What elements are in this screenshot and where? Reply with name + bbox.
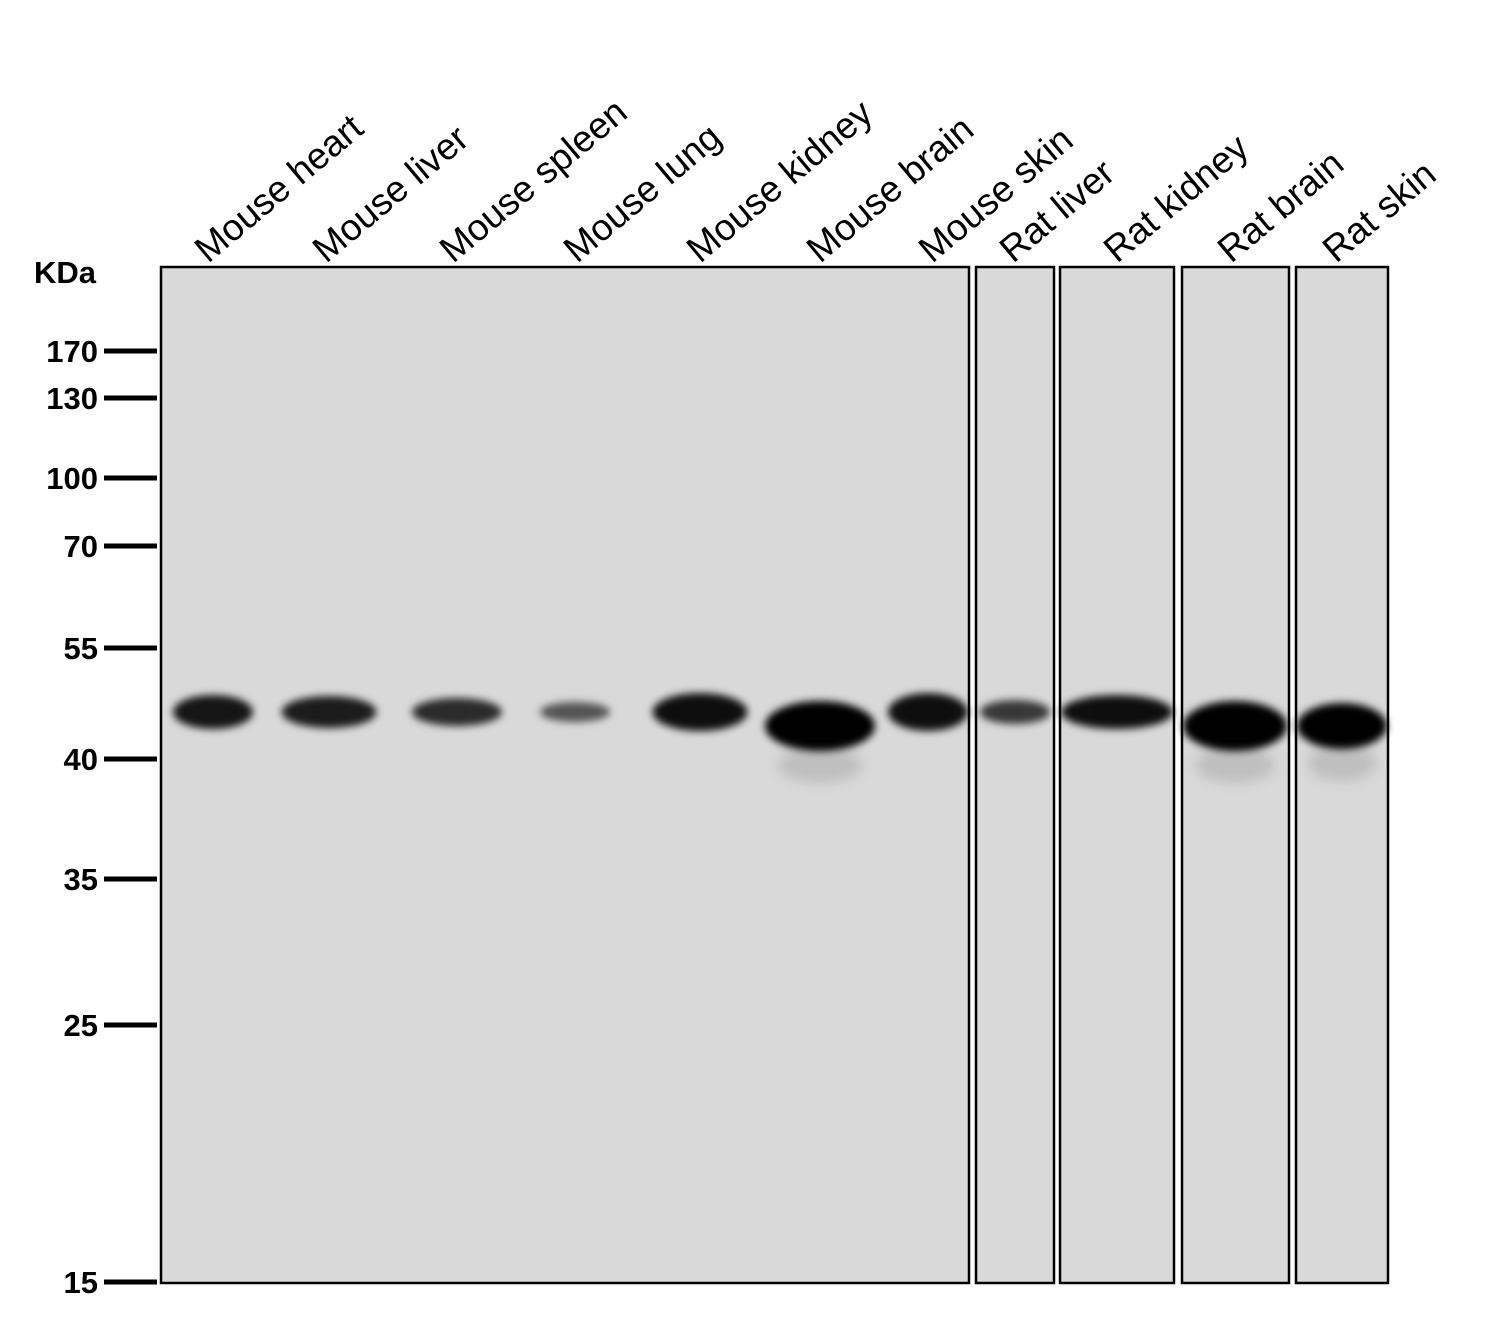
marker-label: 15 bbox=[64, 1265, 98, 1300]
protein-band bbox=[1297, 703, 1387, 749]
protein-band bbox=[1183, 701, 1287, 751]
marker-label: 170 bbox=[46, 334, 98, 369]
band-smear bbox=[1195, 747, 1275, 783]
membrane-panel-border bbox=[159, 265, 971, 1285]
protein-band bbox=[540, 702, 610, 722]
membrane-panel-border bbox=[1058, 265, 1176, 1285]
marker-label: 35 bbox=[64, 862, 98, 897]
protein-band bbox=[1061, 695, 1173, 729]
band-smear bbox=[1307, 745, 1377, 781]
panel-borders bbox=[159, 265, 1390, 1285]
membrane-panel-border bbox=[1180, 265, 1291, 1285]
band-smear bbox=[777, 747, 863, 783]
membrane-panel-border bbox=[974, 265, 1056, 1285]
marker-label: 25 bbox=[64, 1008, 98, 1043]
protein-band bbox=[173, 695, 253, 729]
membrane-panel bbox=[976, 267, 1054, 1283]
unit-label: KDa bbox=[34, 255, 97, 290]
protein-band bbox=[765, 701, 875, 751]
protein-band bbox=[888, 693, 968, 731]
protein-band bbox=[980, 700, 1050, 724]
marker-label: 100 bbox=[46, 461, 98, 496]
protein-bands bbox=[173, 693, 1387, 783]
marker-label: 70 bbox=[64, 529, 98, 564]
marker-label: 40 bbox=[64, 742, 98, 777]
marker-label: 130 bbox=[46, 381, 98, 416]
protein-band bbox=[281, 696, 377, 728]
marker-label: 55 bbox=[64, 631, 98, 666]
membrane-panel bbox=[1060, 267, 1174, 1283]
protein-band bbox=[652, 693, 748, 731]
molecular-weight-markers: 170 130 100 70 55 40 35 25 15 bbox=[46, 334, 157, 1300]
membrane-panel-border bbox=[1294, 265, 1390, 1285]
protein-band bbox=[412, 698, 502, 726]
